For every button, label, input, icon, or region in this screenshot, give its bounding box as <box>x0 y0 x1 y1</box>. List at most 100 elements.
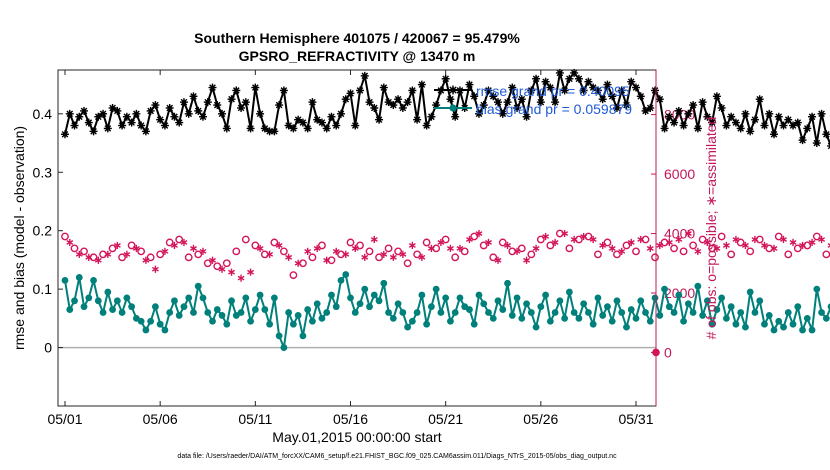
rmse-point <box>522 112 531 121</box>
bias-point <box>494 297 502 305</box>
bias-point <box>723 314 730 322</box>
rmse-point <box>579 86 588 95</box>
rmse-point <box>341 95 350 104</box>
rmse-point <box>237 103 246 112</box>
obs-assimilated-point <box>827 243 830 248</box>
obs-assimilated-point <box>732 235 740 244</box>
bias-point <box>190 309 197 316</box>
rmse-point <box>470 92 479 101</box>
left-y-axis-label: rmse and bias (model - observation) <box>11 126 27 350</box>
bias-point <box>427 303 435 311</box>
rmse-point <box>260 124 269 133</box>
rmse-point <box>65 109 74 118</box>
obs-possible-point <box>403 259 412 268</box>
rmse-point <box>608 92 617 101</box>
rmse-point <box>189 92 198 101</box>
bias-point <box>347 294 354 302</box>
bias-point <box>328 291 335 299</box>
obs-possible-point <box>575 235 583 244</box>
bias-point <box>404 323 411 331</box>
obs-assimilated-point <box>513 247 521 255</box>
rmse-point <box>812 139 821 148</box>
obs-possible-point <box>213 262 222 271</box>
rmse-point <box>465 80 474 89</box>
rmse-point <box>731 118 740 127</box>
rmse-point <box>251 83 260 92</box>
bias-point <box>565 288 573 296</box>
bias-point <box>309 317 316 325</box>
legend-rmse-marker <box>448 85 458 95</box>
obs-possible-point <box>708 244 717 253</box>
bias-point <box>218 312 226 319</box>
rmse-point <box>603 80 612 89</box>
bias-point <box>794 303 802 311</box>
bias-point <box>746 288 754 296</box>
bias-point <box>818 309 825 316</box>
bias-point <box>432 285 440 293</box>
obs-possible-point <box>232 247 241 256</box>
rmse-point <box>137 121 146 130</box>
bias-point <box>732 320 740 328</box>
data-file-footnote: data file: /Users/raeder/DAI/ATM_forcXX/… <box>177 453 617 460</box>
rmse-point <box>370 103 379 112</box>
rmse-point <box>80 106 89 115</box>
bias-point <box>727 303 735 311</box>
bias-point <box>85 294 93 302</box>
obs-assimilated-point <box>808 238 816 247</box>
obs-possible-point <box>175 235 184 244</box>
obs-assimilated-point <box>304 247 312 255</box>
obs-assimilated-point <box>256 244 264 253</box>
obs-possible-point <box>146 253 155 262</box>
obs-possible-point <box>822 250 830 259</box>
x-tick-label: 05/26 <box>523 411 558 427</box>
bias-point <box>361 285 369 293</box>
rmse-point <box>422 121 431 130</box>
rmse-point <box>494 98 503 107</box>
rmse-point <box>194 106 203 115</box>
rmse-point <box>532 74 541 83</box>
bias-point <box>185 294 193 302</box>
bias-point <box>313 300 321 308</box>
rmse-point <box>203 98 212 107</box>
rmse-point <box>484 86 493 95</box>
obs-possible-point <box>327 256 336 265</box>
obs-possible-point <box>70 244 79 253</box>
rmse-point <box>646 103 655 112</box>
rmse-point <box>332 121 341 130</box>
rmse-point <box>279 86 288 95</box>
bias-point <box>75 274 83 281</box>
rmse-point <box>127 118 136 127</box>
rmse-point <box>322 124 331 133</box>
obs-assimilated-point <box>684 229 692 238</box>
rmse-point <box>593 86 602 95</box>
rmse-point <box>769 130 778 139</box>
rmse-point <box>498 109 507 118</box>
right-y-axis-label: # of obs: o=possible; ∗=assimilated <box>703 117 719 340</box>
bias-point <box>813 285 821 293</box>
rmse-point <box>246 124 255 133</box>
bias-point <box>104 288 112 296</box>
rmse-point <box>403 98 412 107</box>
bias-point <box>551 309 559 316</box>
rmse-point <box>218 109 227 118</box>
obs-assimilated-point <box>218 265 226 273</box>
obs-possible-point <box>194 250 203 259</box>
bias-point <box>632 314 640 322</box>
obs-possible-point <box>717 232 726 241</box>
obs-assimilated-point <box>313 244 321 253</box>
obs-possible-point <box>689 241 697 250</box>
rmse-point <box>589 83 598 92</box>
obs-possible-point <box>594 250 602 259</box>
rmse-point <box>746 127 755 136</box>
rmse-point <box>122 112 131 121</box>
rmse-point <box>170 112 179 121</box>
bias-point <box>242 294 250 302</box>
obs-possible-point <box>375 253 383 262</box>
obs-possible-point <box>698 235 707 244</box>
bias-point <box>689 309 697 316</box>
bias-point <box>470 320 478 328</box>
bias-point <box>123 294 131 302</box>
obs-assimilated-point <box>94 256 102 264</box>
obs-assimilated-point <box>161 247 169 255</box>
left-y-tick-label: 0.2 <box>33 223 53 239</box>
